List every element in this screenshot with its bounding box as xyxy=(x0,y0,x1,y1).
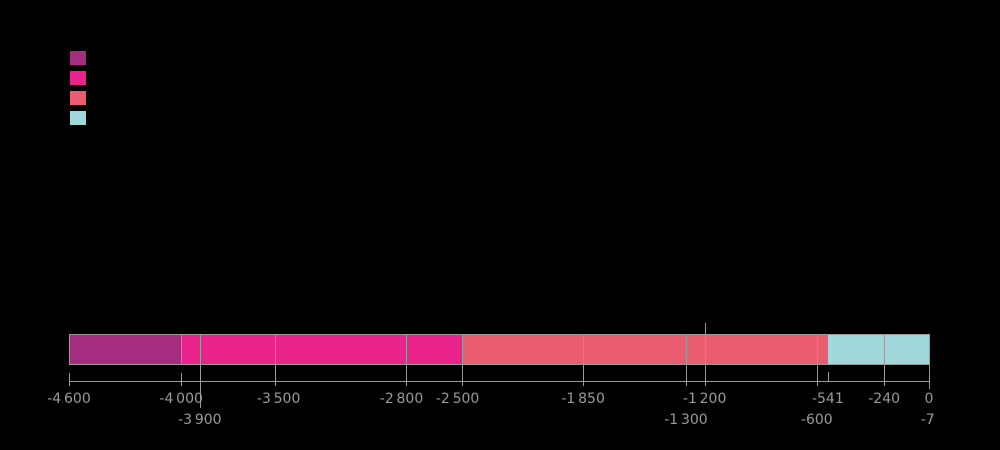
axis-tick-label: -3 900 xyxy=(178,412,222,428)
axis-tick-label: -4 000 xyxy=(159,391,203,407)
segment-divider xyxy=(181,334,183,365)
segment-divider xyxy=(405,334,407,365)
axis-tick-label: -1 300 xyxy=(664,412,708,428)
segment-divider xyxy=(461,334,463,365)
axis-tick-label: -240 xyxy=(868,391,901,407)
axis-tick-label: -4 600 xyxy=(47,391,91,407)
axis-tick-label: -600 xyxy=(800,412,833,428)
axis-tick-label: -1 200 xyxy=(682,391,727,407)
band-cyan xyxy=(827,335,929,364)
segment-divider xyxy=(583,334,585,365)
axis-line xyxy=(69,381,930,382)
axis-tick xyxy=(685,365,687,386)
segment-divider xyxy=(199,334,201,365)
axis-tick xyxy=(929,365,930,389)
axis-tick-label: 0 xyxy=(924,391,934,407)
segment-divider xyxy=(884,334,886,365)
band-salmon xyxy=(461,335,828,364)
axis-tick xyxy=(405,365,407,386)
segment-divider xyxy=(704,334,706,365)
legend-swatch-1 xyxy=(70,51,86,65)
axis-tick xyxy=(69,373,70,386)
annotation-marker xyxy=(704,323,706,334)
segment-divider xyxy=(685,334,687,365)
bar-frame xyxy=(69,334,930,365)
band-magenta xyxy=(181,335,462,364)
segment-divider xyxy=(274,334,276,365)
axis-tick xyxy=(181,373,183,386)
axis-tick xyxy=(816,365,818,386)
axis-tick-label: -7 xyxy=(920,412,935,428)
axis-tick xyxy=(884,365,886,386)
axis-tick xyxy=(199,365,201,408)
segment-divider xyxy=(816,334,818,365)
axis-tick-label: -2 800 xyxy=(379,391,424,407)
axis-tick-label: -3 500 xyxy=(256,391,301,407)
legend-swatch-3 xyxy=(70,91,86,105)
axis-tick xyxy=(461,365,463,386)
axis-tick xyxy=(827,372,829,381)
axis-tick-label: -2 500 xyxy=(435,391,480,407)
axis-tick xyxy=(274,365,276,386)
axis-tick xyxy=(583,365,585,386)
axis-tick-label: -1 850 xyxy=(561,391,605,407)
legend-swatch-2 xyxy=(70,71,86,85)
axis-tick xyxy=(704,365,706,386)
legend-swatch-4 xyxy=(70,111,86,125)
axis-tick-label: -541 xyxy=(811,391,844,407)
band-purple xyxy=(69,335,182,364)
